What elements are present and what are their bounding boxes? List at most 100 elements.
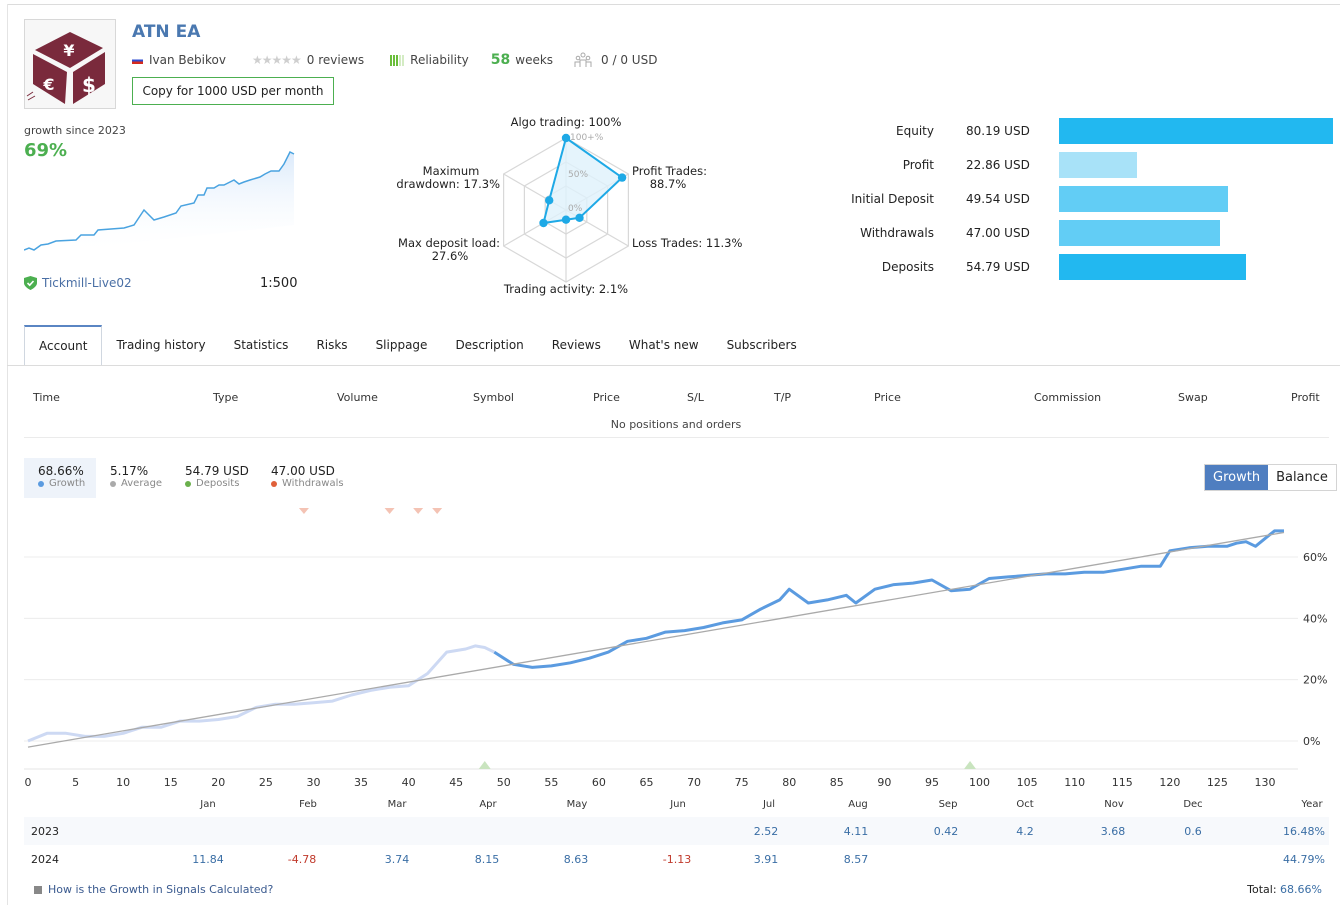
x-tick-label: 5 — [72, 776, 79, 789]
stat-row-equity: Equity 80.19 USD — [830, 118, 1333, 144]
month-growth-value: 0.6 — [1184, 825, 1202, 838]
x-tick-label: 40 — [402, 776, 416, 789]
reliability-bars-icon — [390, 54, 405, 66]
x-tick-label: 45 — [449, 776, 463, 789]
legend-label: Deposits — [196, 478, 240, 489]
x-tick-label: 80 — [782, 776, 796, 789]
legend-growth[interactable]: 68.66% Growth — [24, 458, 96, 498]
growth-since-value: 69% — [24, 140, 68, 161]
month-label: May — [567, 799, 588, 810]
withdrawal-marker-icon — [413, 508, 424, 514]
mini-growth-chart — [24, 150, 295, 255]
author-link[interactable]: Ivan Bebikov — [149, 53, 226, 67]
radar-ring-0: 0% — [568, 204, 583, 214]
total-growth: Total: 68.66% — [1247, 883, 1322, 896]
growth-toggle-button[interactable]: Growth — [1205, 465, 1269, 490]
x-tick-label: 70 — [687, 776, 701, 789]
stat-row-profit: Profit 22.86 USD — [830, 152, 1137, 178]
x-tick-label: 20 — [211, 776, 225, 789]
column-header: Time — [33, 391, 60, 404]
legend-dot-icon — [271, 480, 277, 487]
column-header: Price — [593, 391, 620, 404]
radar-label-profit: Profit Trades: — [632, 164, 707, 178]
x-tick-label: 55 — [544, 776, 558, 789]
x-tick-label: 100 — [969, 776, 990, 789]
x-tick-label: 95 — [925, 776, 939, 789]
tab-reviews[interactable]: Reviews — [551, 338, 601, 352]
column-header: Profit — [1291, 391, 1320, 404]
legend-value: 47.00 USD — [271, 464, 335, 478]
radar-area — [542, 136, 624, 225]
balance-toggle-button[interactable]: Balance — [1268, 465, 1336, 490]
legend-value: 5.17% — [110, 464, 149, 478]
radar-point — [561, 215, 571, 224]
radar-label-loss: Loss Trades: 11.3% — [632, 236, 742, 250]
stat-row-withdrawals: Withdrawals 47.00 USD — [830, 220, 1220, 246]
radar-label-activity: Trading activity: 2.1% — [503, 282, 628, 296]
stat-bar — [1059, 254, 1246, 280]
month-label: Jul — [762, 799, 775, 810]
x-tick-label: 105 — [1017, 776, 1038, 789]
withdrawal-marker-icon — [384, 508, 395, 514]
month-label: Apr — [479, 799, 497, 810]
stat-label: Initial Deposit — [851, 192, 934, 206]
column-header: T/P — [774, 391, 792, 404]
stat-value: 49.54 USD — [966, 192, 1030, 206]
series-line-average — [27, 531, 1285, 748]
tab-risks[interactable]: Risks — [316, 338, 348, 352]
year-total-value: 44.79% — [1283, 853, 1325, 866]
month-growth-value: 3.68 — [1100, 825, 1126, 838]
deposit-marker-icon — [478, 761, 491, 769]
tab-trading-history[interactable]: Trading history — [116, 338, 206, 352]
x-tick-label: 15 — [164, 776, 178, 789]
stat-label: Withdrawals — [860, 226, 934, 240]
column-header: Commission — [1034, 391, 1102, 404]
tab-slippage[interactable]: Slippage — [375, 338, 428, 352]
top-border — [7, 4, 1340, 5]
tab-what-s-new[interactable]: What's new — [628, 338, 699, 352]
withdrawal-marker-icon — [298, 508, 309, 514]
column-header: Type — [213, 391, 239, 404]
month-growth-value: 3.91 — [753, 853, 779, 866]
radar-label-deposit-load: Max deposit load: — [398, 236, 500, 250]
legend-withdrawals[interactable]: 47.00 USD Withdrawals — [271, 458, 344, 504]
broker-link[interactable]: Tickmill-Live02 — [42, 276, 132, 290]
stat-bar — [1059, 118, 1333, 144]
how-growth-link-text[interactable]: How is the Growth in Signals Calculated? — [48, 883, 274, 896]
column-header: S/L — [687, 391, 704, 404]
tab-account[interactable]: Account — [24, 325, 103, 365]
tab-statistics[interactable]: Statistics — [233, 338, 289, 352]
currency-dice-logo: ¥ € $ — [26, 32, 105, 104]
no-positions-text: No positions and orders — [610, 418, 742, 431]
weeks-number: 58 — [490, 52, 511, 68]
people-icon — [574, 52, 592, 67]
radar-point — [575, 213, 584, 222]
stat-label: Equity — [896, 124, 934, 138]
copy-signal-button[interactable]: Copy for 1000 USD per month — [132, 77, 334, 105]
deposit-marker-icon — [964, 761, 977, 769]
signal-title[interactable]: ATN EA — [132, 22, 201, 42]
stat-value: 54.79 USD — [966, 260, 1030, 274]
year-total-value: 16.48% — [1283, 825, 1325, 838]
radar-label-profit-value: 88.7% — [650, 177, 687, 191]
how-growth-calculated-link[interactable]: How is the Growth in Signals Calculated? — [34, 883, 273, 896]
reviews-count[interactable]: 0 reviews — [306, 53, 365, 67]
x-tick-label: 50 — [497, 776, 511, 789]
russia-flag-icon — [132, 56, 143, 64]
column-header: Price — [874, 391, 901, 404]
year-row-2024: 2024 11.84 -4.78 3.74 8.15 8.63 -1.13 3.91 8.57 4… — [24, 845, 1329, 873]
signal-logo: ¥ € $ — [24, 19, 116, 109]
month-growth-value: 2.52 — [753, 825, 779, 838]
x-tick-label: 35 — [354, 776, 368, 789]
legend-average[interactable]: 5.17% Average — [110, 458, 162, 504]
mini-chart-line — [24, 150, 295, 251]
tab-description[interactable]: Description — [455, 338, 524, 352]
stat-value: 47.00 USD — [966, 226, 1030, 240]
month-growth-value: -1.13 — [662, 853, 692, 866]
tab-subscribers[interactable]: Subscribers — [726, 338, 797, 352]
month-label: Year — [1300, 799, 1323, 810]
growth-since-label: growth since 2023 — [24, 124, 126, 137]
stat-label: Profit — [902, 158, 934, 172]
x-tick-label: 115 — [1112, 776, 1133, 789]
legend-deposits[interactable]: 54.79 USD Deposits — [185, 458, 249, 504]
